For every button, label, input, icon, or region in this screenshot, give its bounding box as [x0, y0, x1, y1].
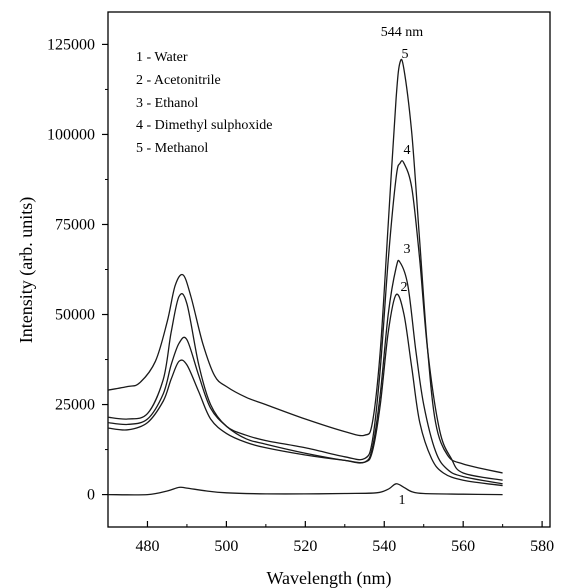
series-line-5	[107, 58, 503, 474]
x-tick-label: 500	[214, 538, 238, 555]
x-axis-title: Wavelength (nm)	[266, 568, 391, 588]
x-tick-label: 580	[530, 538, 554, 555]
y-tick-label: 50000	[55, 307, 95, 324]
plot-frame	[107, 11, 551, 528]
spectrum-curves	[107, 58, 503, 496]
series-line-4	[107, 160, 503, 481]
x-tick-label: 540	[372, 538, 396, 555]
y-tick-label: 100000	[47, 126, 95, 143]
series-line-1	[107, 483, 503, 496]
y-tick-label: 25000	[55, 397, 95, 414]
legend: 1 - Water 2 - Acetonitrile 3 - Ethanol 4…	[136, 50, 273, 156]
x-tick-label: 480	[135, 538, 159, 555]
legend-entry-acetonitrile: 2 - Acetonitrile	[136, 73, 221, 88]
curve-label-4: 4	[404, 143, 411, 158]
y-tick-label: 125000	[47, 36, 95, 53]
y-tick-label: 75000	[55, 216, 95, 233]
y-tick-label: 0	[87, 487, 95, 504]
curve-label-5: 5	[402, 47, 409, 62]
legend-entry-methanol: 5 - Methanol	[136, 141, 208, 156]
y-axis-title: Intensity (arb. units)	[16, 197, 37, 343]
legend-entry-water: 1 - Water	[136, 50, 188, 65]
peak-wavelength-label: 544 nm	[381, 25, 424, 40]
legend-entry-dmso: 4 - Dimethyl sulphoxide	[136, 118, 273, 133]
x-axis-ticks: 480 500 520 540 560 580	[135, 521, 554, 555]
x-tick-label: 520	[293, 538, 317, 555]
curve-label-2: 2	[401, 280, 408, 295]
x-tick-label: 560	[451, 538, 475, 555]
legend-entry-ethanol: 3 - Ethanol	[136, 96, 198, 111]
series-line-3	[107, 259, 503, 485]
y-axis-ticks: 0 25000 50000 75000 100000 125000	[47, 36, 108, 504]
curve-label-3: 3	[404, 242, 411, 257]
curve-label-1: 1	[399, 493, 406, 508]
